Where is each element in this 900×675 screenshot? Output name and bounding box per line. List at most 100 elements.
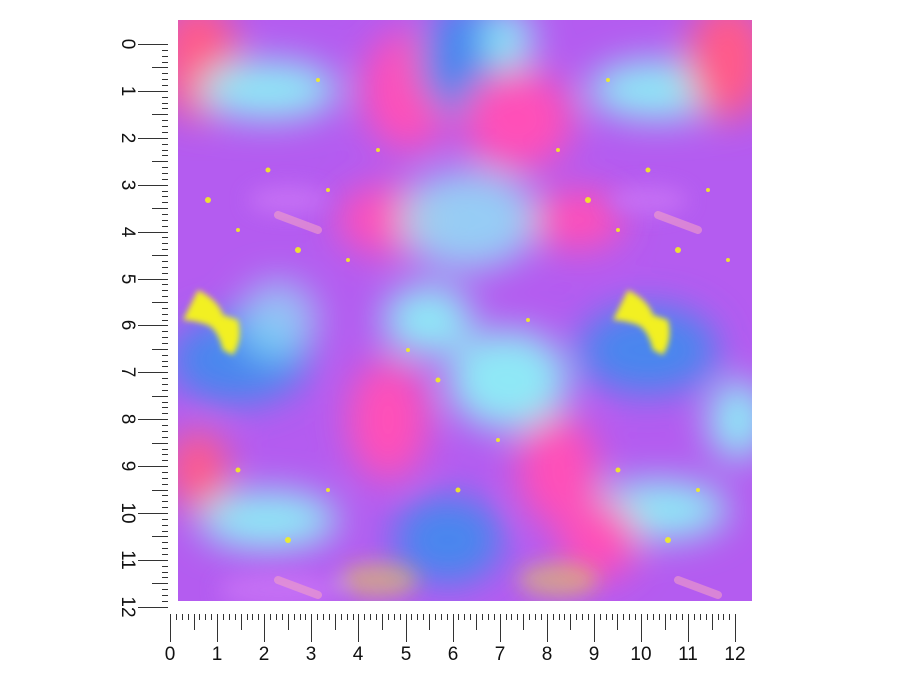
ruler-tick xyxy=(162,484,168,485)
ruler-tick xyxy=(162,402,168,403)
ruler-tick xyxy=(665,614,666,630)
ruler-tick xyxy=(535,614,536,620)
ruler-tick xyxy=(706,614,707,620)
ruler-tick xyxy=(388,614,389,620)
ruler-tick xyxy=(162,566,168,567)
ruler-tick xyxy=(162,337,168,338)
ruler-label: 10 xyxy=(117,502,138,524)
ruler-tick xyxy=(162,589,168,590)
ruler-tick xyxy=(353,614,354,620)
ruler-tick xyxy=(162,179,168,180)
ruler-tick xyxy=(223,614,224,620)
ruler-tick xyxy=(270,614,271,620)
ruler-tick xyxy=(394,614,395,620)
ruler-tick xyxy=(162,237,168,238)
ruler-label: 9 xyxy=(117,460,138,472)
ruler-tick xyxy=(162,495,168,496)
splatter-pattern-image xyxy=(178,20,752,601)
ruler-label: 12 xyxy=(724,644,746,665)
ruler-tick xyxy=(564,614,565,620)
ruler-tick xyxy=(162,226,168,227)
ruler-label: 9 xyxy=(588,644,600,665)
ruler-tick xyxy=(364,614,365,620)
ruler-tick xyxy=(152,255,168,256)
ruler-tick xyxy=(676,614,677,620)
ruler-tick xyxy=(162,220,168,221)
ruler-tick xyxy=(506,614,507,620)
ruler-tick xyxy=(162,355,168,356)
ruler-tick xyxy=(138,419,168,420)
ruler-tick xyxy=(641,614,642,642)
ruler-tick xyxy=(162,320,168,321)
ruler-tick xyxy=(162,478,168,479)
ruler-tick xyxy=(476,614,477,630)
ruler-tick xyxy=(735,614,736,642)
ruler-label: 11 xyxy=(117,550,138,570)
ruler-tick xyxy=(162,361,168,362)
ruler-tick xyxy=(170,614,171,642)
ruler-tick xyxy=(500,614,501,642)
ruler-tick xyxy=(182,614,183,620)
ruler-label: 6 xyxy=(117,319,138,331)
ruler-tick xyxy=(570,614,571,630)
ruler-label: 5 xyxy=(117,273,138,285)
ruler-tick xyxy=(152,114,168,115)
ruler-tick xyxy=(162,431,168,432)
ruler-tick xyxy=(423,614,424,620)
ruler-tick xyxy=(138,185,168,186)
ruler-tick xyxy=(217,614,218,642)
ruler-tick xyxy=(453,614,454,642)
ruler-tick xyxy=(162,548,168,549)
ruler-tick xyxy=(294,614,295,620)
ruler-label: 1 xyxy=(117,85,138,97)
ruler-tick xyxy=(162,249,168,250)
ruler-tick xyxy=(205,614,206,620)
ruler-tick xyxy=(341,614,342,620)
ruler-label: 5 xyxy=(400,644,412,665)
ruler-tick xyxy=(400,614,401,620)
ruler-tick xyxy=(247,614,248,620)
ruler-tick xyxy=(162,261,168,262)
ruler-tick xyxy=(138,325,168,326)
ruler-tick xyxy=(162,79,168,80)
ruler-tick xyxy=(162,314,168,315)
ruler-tick xyxy=(300,614,301,620)
horizontal-ruler: 0 1 2 3 4 5 6 7 8 9 10 11 12 xyxy=(150,602,770,675)
ruler-tick xyxy=(723,614,724,620)
ruler-tick xyxy=(162,273,168,274)
ruler-tick xyxy=(138,44,168,45)
ruler-label: 2 xyxy=(258,644,270,665)
ruler-tick xyxy=(162,472,168,473)
ruler-tick xyxy=(406,614,407,642)
ruler-tick xyxy=(441,614,442,620)
ruler-tick xyxy=(194,614,195,630)
ruler-tick xyxy=(162,132,168,133)
ruler-tick xyxy=(138,560,168,561)
ruler-tick xyxy=(264,614,265,642)
ruler-tick xyxy=(559,614,560,620)
ruler-tick xyxy=(162,196,168,197)
ruler-tick xyxy=(447,614,448,620)
ruler-label: 4 xyxy=(352,644,364,665)
ruler-tick xyxy=(482,614,483,620)
ruler-tick xyxy=(152,396,168,397)
ruler-tick xyxy=(162,331,168,332)
ruler-tick xyxy=(670,614,671,620)
ruler-tick xyxy=(162,155,168,156)
ruler-tick xyxy=(162,413,168,414)
ruler-label: 0 xyxy=(117,38,138,50)
vertical-ruler: 0 1 2 3 4 5 6 7 8 9 10 11 12 xyxy=(100,0,178,620)
ruler-tick xyxy=(162,378,168,379)
ruler-tick xyxy=(588,614,589,620)
ruler-tick xyxy=(470,614,471,620)
ruler-tick xyxy=(712,614,713,630)
ruler-tick xyxy=(617,614,618,630)
ruler-tick xyxy=(162,50,168,51)
ruler-tick xyxy=(623,614,624,620)
ruler-tick xyxy=(606,614,607,620)
ruler-tick xyxy=(653,614,654,620)
ruler-tick xyxy=(162,126,168,127)
ruler-tick xyxy=(162,308,168,309)
ruler-tick xyxy=(162,62,168,63)
ruler-tick xyxy=(323,614,324,620)
